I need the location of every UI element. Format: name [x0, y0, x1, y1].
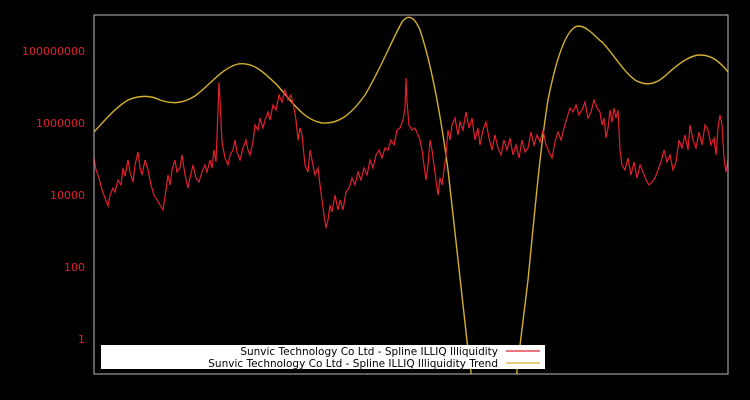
y-tick-label: 100000000 [22, 45, 85, 58]
y-tick-label: 1 [78, 333, 85, 346]
legend-box [101, 345, 545, 369]
trend-line [94, 16, 728, 374]
illiquidity-line [94, 77, 728, 229]
legend: Sunvic Technology Co Ltd - Spline ILLIQ … [101, 345, 545, 370]
y-axis: 100000000 1000000 10000 100 1 [22, 45, 85, 346]
y-tick-label: 1000000 [36, 117, 85, 130]
legend-label-illiquidity: Sunvic Technology Co Ltd - Spline ILLIQ … [240, 346, 498, 358]
plot-frame [93, 14, 729, 375]
legend-label-trend: Sunvic Technology Co Ltd - Spline ILLIQ … [208, 358, 498, 370]
y-tick-label: 10000 [50, 189, 85, 202]
y-tick-label: 100 [64, 261, 85, 274]
